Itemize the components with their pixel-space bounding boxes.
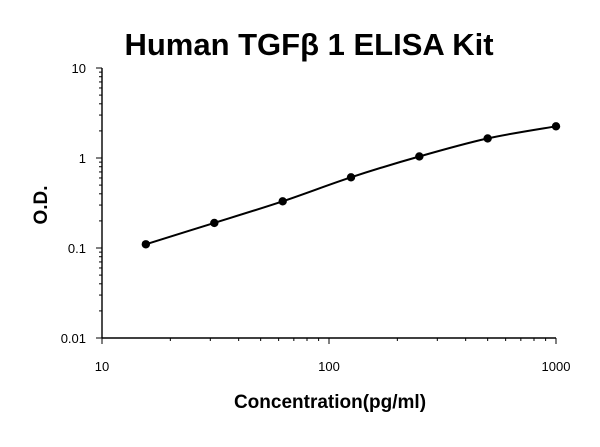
data-points	[141, 122, 561, 249]
standard-curve-line	[145, 125, 557, 246]
y-tick-label: 10	[72, 61, 86, 76]
y-axis-label: O.D.	[31, 185, 52, 224]
data-point	[346, 173, 356, 182]
y-tick-label: 0.1	[68, 241, 86, 256]
data-point	[483, 134, 492, 143]
x-axis-label: Concentration(pg/ml)	[234, 392, 426, 413]
y-tick-label: 1	[79, 151, 86, 166]
data-point	[551, 122, 561, 131]
data-point	[210, 218, 219, 228]
data-point	[415, 152, 424, 161]
plot-area	[101, 68, 556, 339]
data-point	[141, 240, 151, 249]
y-tick-label: 0.01	[61, 331, 86, 346]
x-tick-label: 10	[95, 359, 109, 374]
chart-title: Human TGFβ 1 ELISA Kit	[124, 27, 493, 62]
y-axis-ticks: 0.01 0.1 1 10	[61, 61, 102, 346]
x-tick-label: 1000	[542, 359, 571, 374]
data-point	[278, 197, 287, 206]
x-tick-label: 100	[318, 359, 340, 374]
x-axis-ticks: 10 100 1000	[95, 338, 571, 374]
